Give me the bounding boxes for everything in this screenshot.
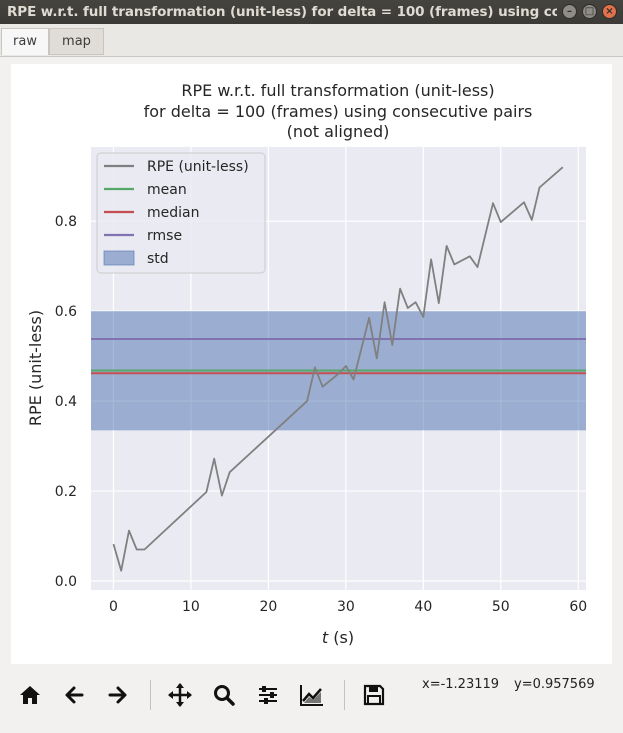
pan-icon	[168, 683, 192, 707]
save-button[interactable]	[357, 678, 391, 712]
tab-map[interactable]: map	[49, 28, 104, 55]
x-axis-label: t (s)	[322, 628, 354, 647]
x-tick-label: 50	[492, 599, 510, 615]
legend-box	[96, 152, 266, 274]
chart-title-line-1: RPE w.r.t. full transformation (unit-les…	[181, 81, 494, 100]
tab-raw-label: raw	[13, 34, 37, 49]
save-icon	[363, 684, 385, 706]
x-tick-label: 60	[569, 599, 587, 615]
chart-title-line-3: (not aligned)	[287, 122, 390, 141]
plot-figure[interactable]: 0 10 20 30 40 50 60 0.0 0.2 0.4 0.6 0.8 RPE w.r.t.…	[11, 64, 612, 664]
maximize-button[interactable]: □	[582, 4, 597, 19]
zoom-icon	[214, 685, 235, 706]
back-arrow-icon	[65, 686, 84, 704]
navigation-toolbar: x=-1.23119 y=0.957569	[0, 668, 623, 733]
window-title: RPE w.r.t. full transformation (unit-les…	[7, 4, 557, 20]
edit-axes-icon	[300, 685, 323, 706]
toolbar-separator	[344, 680, 345, 710]
toolbar-separator	[150, 680, 151, 710]
configure-subplots-icon	[259, 686, 277, 704]
configure-subplots-button[interactable]	[251, 678, 285, 712]
edit-axes-button[interactable]	[295, 678, 329, 712]
x-tick-label: 0	[109, 599, 118, 615]
legend-label: mean	[147, 182, 187, 198]
legend-label: rmse	[147, 228, 182, 244]
x-tick-label: 40	[414, 599, 432, 615]
legend-label: RPE (unit-less)	[147, 159, 249, 175]
rpe-chart: 0 10 20 30 40 50 60 0.0 0.2 0.4 0.6 0.8 RPE w.r.t.…	[26, 81, 587, 647]
forward-button[interactable]	[101, 678, 135, 712]
forward-arrow-icon	[108, 686, 127, 704]
tab-map-label: map	[62, 34, 91, 49]
window-titlebar: RPE w.r.t. full transformation (unit-les…	[0, 0, 623, 24]
y-tick-label: 0.8	[55, 214, 77, 230]
y-tick-label: 0.2	[55, 484, 77, 500]
legend-label: median	[147, 205, 199, 221]
minimize-button[interactable]: –	[562, 4, 577, 19]
legend-std-swatch	[103, 250, 135, 266]
y-tick-label: 0.4	[55, 394, 77, 410]
coordinate-y-readout: y=0.957569	[514, 677, 595, 692]
x-tick-label: 10	[182, 599, 200, 615]
legend-label: std	[147, 251, 169, 267]
rpe-series-line	[112, 166, 564, 572]
zoom-button[interactable]	[207, 678, 241, 712]
x-axis-label-variable: t	[322, 628, 329, 647]
x-tick-label: 20	[259, 599, 277, 615]
x-tick-labels: 0 10 20 30 40 50 60	[109, 599, 587, 615]
legend: RPE (unit-less) mean median rmse std	[96, 152, 266, 274]
home-icon	[20, 686, 40, 704]
pan-button[interactable]	[163, 678, 197, 712]
home-button[interactable]	[13, 678, 47, 712]
tab-raw[interactable]: raw	[1, 28, 49, 55]
x-axis-label-unit: (s)	[328, 628, 354, 647]
y-tick-labels: 0.0 0.2 0.4 0.6 0.8	[55, 214, 77, 590]
chart-title-line-2: for delta = 100 (frames) using consecuti…	[144, 102, 533, 121]
tab-strip: raw map	[0, 24, 623, 57]
coordinate-x-readout: x=-1.23119	[422, 677, 500, 692]
x-tick-label: 30	[337, 599, 355, 615]
close-button[interactable]: ×	[602, 4, 617, 19]
y-axis-label: RPE (unit-less)	[26, 310, 45, 426]
back-button[interactable]	[57, 678, 91, 712]
y-tick-label: 0.0	[55, 574, 77, 590]
y-tick-label: 0.6	[55, 304, 77, 320]
